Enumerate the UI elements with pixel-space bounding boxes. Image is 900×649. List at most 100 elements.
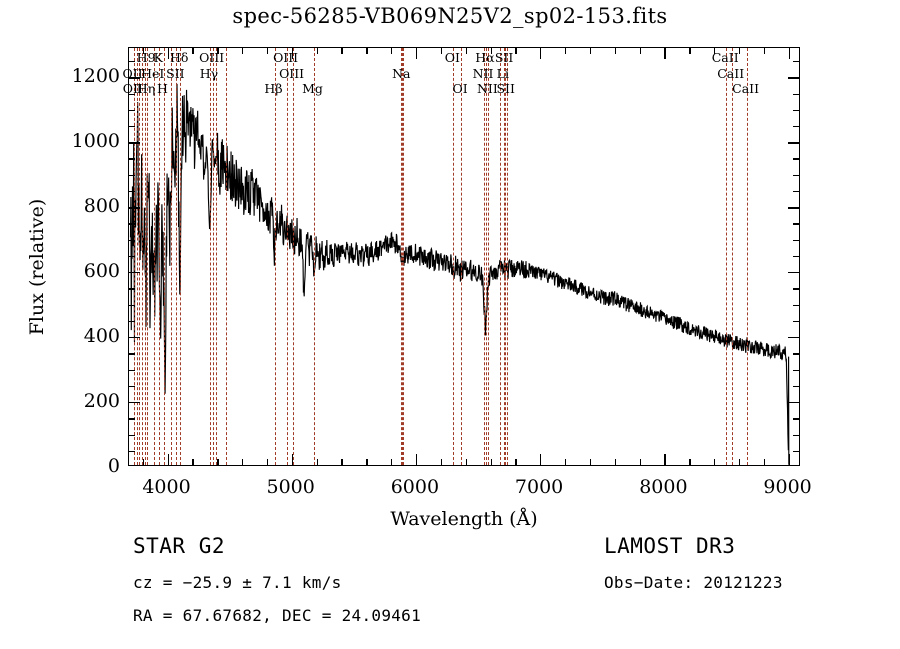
spectrum-trace <box>129 83 790 465</box>
line-marker <box>484 48 485 465</box>
line-marker <box>505 48 507 465</box>
tick-mark <box>129 93 135 95</box>
y-tick-label: 0 <box>107 455 120 477</box>
tick-mark <box>793 109 799 112</box>
tick-mark <box>129 142 140 144</box>
spectral-line-label: Na <box>392 66 411 81</box>
x-tick-label: 4000 <box>142 476 191 498</box>
plot-frame <box>128 47 800 466</box>
tick-mark <box>129 109 135 112</box>
line-marker <box>180 48 182 465</box>
plot-area <box>129 48 799 465</box>
tick-mark <box>415 454 418 465</box>
tick-mark <box>316 48 318 54</box>
tick-mark <box>217 459 219 465</box>
tick-mark <box>129 174 135 177</box>
line-marker <box>226 48 227 465</box>
tick-mark <box>465 459 467 465</box>
x-tick-label: 7000 <box>514 476 564 498</box>
object-class: STAR G2 <box>133 534 226 558</box>
spectral-line-label: CaII <box>732 81 760 96</box>
tick-mark <box>129 239 135 241</box>
tick-mark <box>129 337 140 339</box>
tick-mark <box>793 320 799 323</box>
coordinates: RA = 67.67682, DEC = 24.09461 <box>133 606 422 625</box>
line-marker <box>731 48 733 465</box>
spectral-line-label: Hα <box>475 50 495 65</box>
tick-mark <box>129 272 140 274</box>
y-axis-title: Flux (relative) <box>26 198 48 336</box>
tick-mark <box>291 48 294 59</box>
line-marker <box>292 48 294 465</box>
survey-name: LAMOST DR3 <box>604 534 736 558</box>
spectrum-path <box>129 83 790 465</box>
tick-mark <box>129 353 135 355</box>
tick-mark <box>540 454 542 465</box>
tick-mark <box>129 402 140 404</box>
tick-mark <box>366 48 368 54</box>
redshift-velocity: cz = −25.9 ± 7.1 km/s <box>133 573 342 592</box>
line-marker <box>274 48 276 465</box>
tick-mark <box>490 48 492 54</box>
spectral-line-label: OI <box>444 50 460 65</box>
line-marker <box>746 48 748 465</box>
tick-mark <box>788 207 799 209</box>
tick-mark <box>242 459 244 465</box>
line-marker <box>153 48 155 465</box>
tick-mark <box>664 48 666 59</box>
tick-mark <box>589 459 592 465</box>
line-marker <box>313 48 315 465</box>
tick-mark <box>788 454 790 465</box>
tick-mark <box>664 454 666 465</box>
x-tick-label: 5000 <box>266 476 315 498</box>
y-tick-label: 400 <box>83 325 120 348</box>
line-marker <box>726 48 728 465</box>
spectral-line-label: CaII <box>711 50 739 65</box>
y-tick-label: 800 <box>83 195 120 218</box>
line-marker <box>485 48 487 465</box>
tick-mark <box>440 48 443 54</box>
tick-mark <box>129 190 135 193</box>
line-marker <box>503 48 505 465</box>
tick-mark <box>366 459 368 465</box>
tick-mark <box>565 48 567 54</box>
line-marker <box>145 48 147 465</box>
tick-mark <box>540 48 542 59</box>
line-marker <box>453 48 455 465</box>
tick-mark <box>614 48 617 54</box>
spectral-line-label: SII <box>166 66 185 81</box>
line-marker <box>170 48 172 465</box>
spectral-line-label: K <box>153 50 163 65</box>
spectral-line-label: SII <box>496 81 515 96</box>
tick-mark <box>129 223 135 225</box>
line-marker <box>506 48 508 465</box>
line-marker <box>209 48 211 465</box>
tick-mark <box>515 48 517 54</box>
y-tick-label: 200 <box>83 390 120 412</box>
tick-mark <box>788 77 799 79</box>
tick-mark <box>589 48 592 54</box>
x-tick-label: 6000 <box>390 476 440 498</box>
line-marker <box>461 48 463 465</box>
tick-mark <box>129 77 140 79</box>
tick-mark <box>129 320 135 323</box>
tick-mark <box>129 304 135 306</box>
tick-mark <box>129 255 135 258</box>
line-marker <box>286 48 288 465</box>
tick-mark <box>266 459 269 465</box>
tick-mark <box>129 158 135 160</box>
tick-mark <box>738 459 741 465</box>
tick-mark <box>788 402 799 404</box>
line-marker <box>159 48 161 465</box>
tick-mark <box>639 48 641 54</box>
spectral-line-label: OII <box>122 66 143 81</box>
tick-mark <box>129 418 135 420</box>
spectral-line-label: H <box>157 81 168 96</box>
tick-mark <box>129 385 135 388</box>
tick-mark <box>341 48 343 54</box>
tick-mark <box>788 272 799 274</box>
tick-mark <box>714 459 716 465</box>
tick-mark <box>167 48 169 59</box>
tick-mark <box>129 207 140 209</box>
spectral-line-label: Li <box>496 66 509 81</box>
